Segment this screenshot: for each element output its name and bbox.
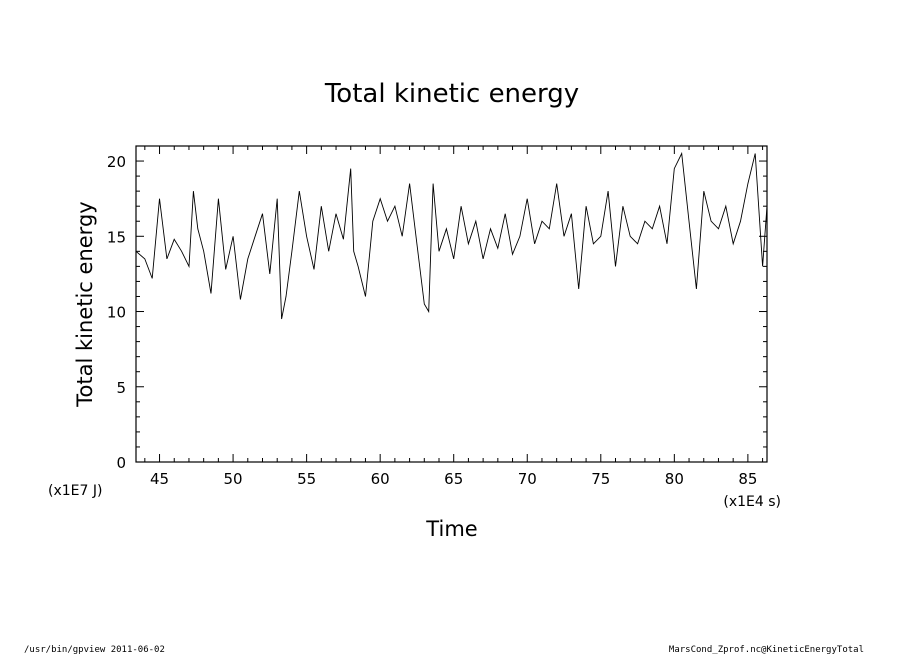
x-tick-label: 65 [444,470,463,488]
footer-left: /usr/bin/gpview 2011-06-02 [24,645,165,654]
x-axis-unit: (x1E4 s) [723,494,781,510]
series-line-total-kinetic-energy [135,151,768,320]
tick-labels: 45 50 55 60 65 70 75 80 85 0 5 10 15 20 [107,153,758,488]
y-axis-unit: (x1E7 J) [48,483,102,499]
x-tick-label: 50 [224,470,243,488]
x-tick-label: 60 [371,470,390,488]
y-axis-title: Total kinetic energy [73,201,97,407]
y-tick-label: 10 [107,304,126,322]
x-tick-label: 85 [738,470,757,488]
footer-right: MarsCond_Zprof.nc@KineticEnergyTotal [669,645,864,654]
x-axis-title: Time [425,517,477,541]
plot-area: 45 50 55 60 65 70 75 80 85 0 5 10 15 20 [107,145,768,488]
y-tick-label: 15 [107,228,126,246]
x-tick-label: 80 [665,470,684,488]
x-tick-label: 75 [591,470,610,488]
x-tick-label: 55 [297,470,316,488]
y-tick-label: 0 [116,454,126,472]
y-tick-label: 20 [107,153,126,171]
y-tick-label: 5 [116,379,126,397]
chart-title: Total kinetic energy [324,79,579,109]
x-tick-label: 45 [150,470,169,488]
plot-frame [135,145,768,463]
tick-marks [136,145,767,463]
x-tick-label: 70 [518,470,537,488]
